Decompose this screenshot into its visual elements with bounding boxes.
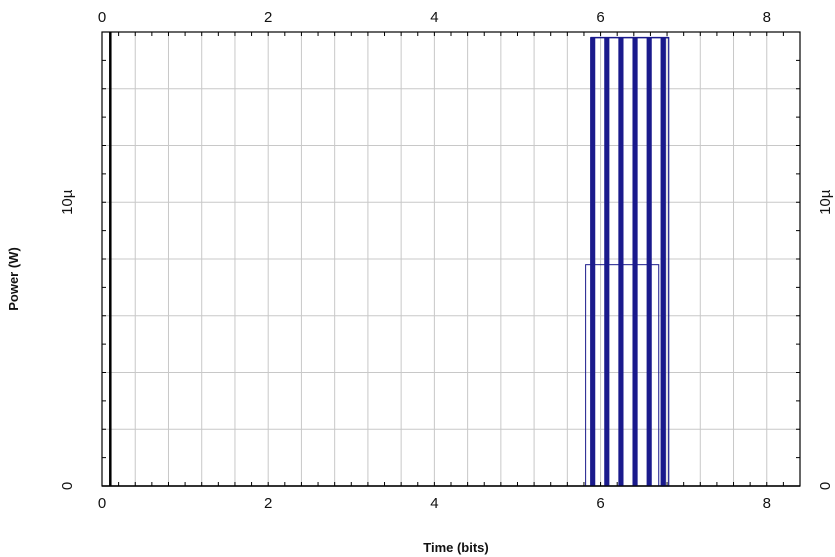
pulse-bar bbox=[632, 37, 638, 487]
x-tick-label-top: 8 bbox=[763, 9, 771, 26]
y-tick-label-right: 10µ bbox=[817, 189, 834, 215]
y-tick-label-right: 0 bbox=[817, 482, 834, 490]
pulse-bar bbox=[618, 37, 624, 487]
x-tick-label: 6 bbox=[596, 495, 604, 512]
plot-frame bbox=[101, 31, 801, 487]
x-tick-label-top: 2 bbox=[264, 9, 272, 26]
x-tick-label-top: 6 bbox=[596, 9, 604, 26]
y-tick-labels-left: 0 10µ bbox=[59, 189, 76, 490]
y-tick-labels-right: 0 10µ bbox=[817, 189, 834, 490]
x-tick-label: 0 bbox=[98, 495, 106, 512]
pulse-bar bbox=[646, 37, 652, 487]
x-axis-title: Time (bits) bbox=[423, 540, 489, 555]
x-tick-labels-bottom: 0 2 4 6 8 bbox=[98, 495, 771, 512]
pulse-bar bbox=[590, 37, 596, 487]
y-tick-label: 10µ bbox=[59, 189, 76, 215]
pulse-bar bbox=[604, 37, 610, 487]
x-tick-label-top: 0 bbox=[98, 9, 106, 26]
pulse-bar bbox=[660, 37, 666, 487]
y-tick-label: 0 bbox=[59, 482, 76, 490]
x-tick-label: 8 bbox=[763, 495, 771, 512]
x-tick-label-top: 4 bbox=[430, 9, 438, 26]
x-tick-labels-top: 0 2 4 6 8 bbox=[98, 9, 771, 26]
y-axis-title: Power (W) bbox=[6, 247, 21, 311]
x-tick-label: 4 bbox=[430, 495, 438, 512]
x-tick-label: 2 bbox=[264, 495, 272, 512]
